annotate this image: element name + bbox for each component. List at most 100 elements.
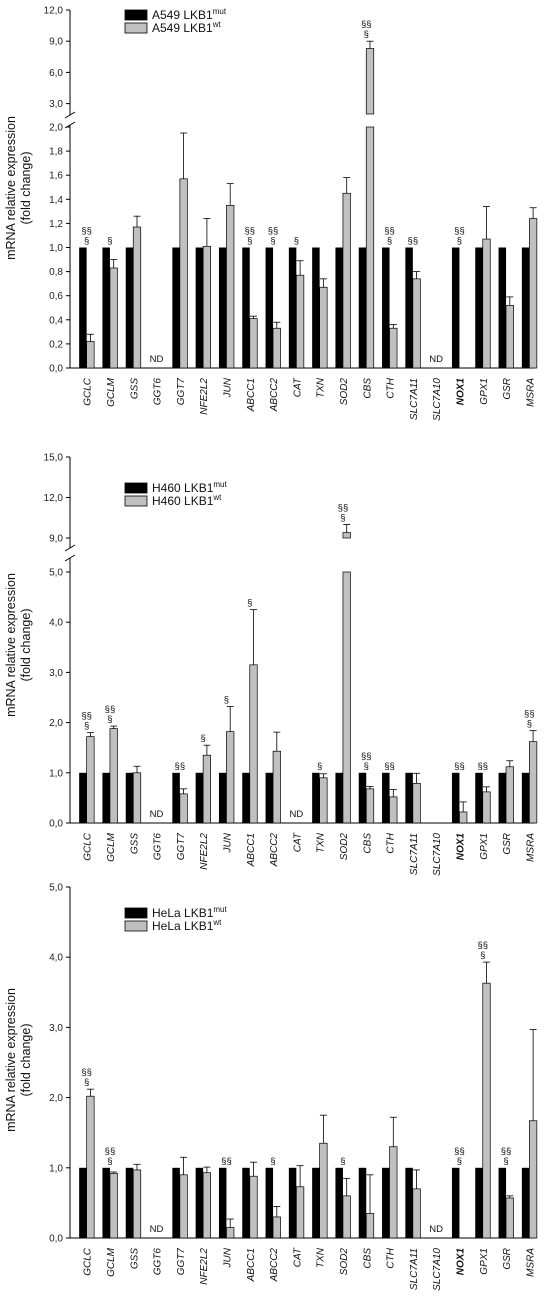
significance-marker: §: [107, 714, 112, 725]
significance-marker: §§: [408, 236, 419, 247]
significance-marker: §: [224, 695, 229, 706]
bar-wt: [132, 226, 142, 369]
bar-mut: [358, 1167, 367, 1238]
bar-wt: [482, 982, 491, 1239]
bar-mut: [405, 772, 413, 823]
legend-label: HeLa LKB1wt: [152, 918, 222, 933]
bar-wt: [86, 736, 95, 824]
category-label: ABCC2: [269, 833, 280, 868]
bar-mut: [218, 772, 227, 823]
bar-wt: [179, 793, 188, 824]
nd-label: ND: [150, 809, 164, 820]
category-label: ABCC1: [246, 1248, 257, 1282]
bar-wt: [226, 1227, 235, 1239]
significance-marker: §§: [501, 1146, 512, 1157]
category-label: NFE2L2: [199, 378, 210, 415]
significance-marker: §§: [384, 761, 395, 772]
bar-mut: [405, 247, 413, 368]
bar-wt: [342, 1195, 351, 1239]
y-tick-label: 0,0: [49, 364, 63, 375]
y-tick-label: 3,0: [49, 1023, 63, 1034]
bar-wt: [109, 1173, 118, 1239]
bar-wt: [459, 811, 468, 824]
bar-wt: [249, 664, 258, 824]
significance-marker: §§: [81, 711, 92, 722]
y-tick-label: 1,0: [49, 1163, 63, 1174]
legend-swatch: [124, 495, 148, 507]
axis-break-mark: [64, 111, 76, 119]
bar-mut: [521, 247, 530, 368]
significance-marker: §: [340, 513, 345, 524]
bar-wt: [132, 1169, 142, 1239]
y-tick-label: 2,0: [49, 123, 63, 134]
category-label: NOX1: [455, 833, 466, 861]
bar-mut: [79, 1167, 87, 1238]
y-tick-label: 5,0: [49, 883, 63, 894]
category-label: ABCC2: [269, 1248, 280, 1283]
category-label: SLC7A11: [409, 378, 420, 420]
bar-mut: [195, 772, 204, 823]
significance-marker: §: [387, 236, 392, 247]
bar-mut: [312, 247, 320, 368]
bar-mut: [265, 1167, 274, 1238]
bar-mut: [498, 247, 507, 368]
bar-wt: [202, 754, 211, 824]
category-label: SLC7A10: [432, 1248, 443, 1291]
bar-wt: [365, 1213, 375, 1239]
category-label: GPX1: [479, 378, 490, 405]
significance-marker: §: [84, 236, 89, 247]
category-label: GGT7: [176, 1248, 187, 1276]
bar-wt: [272, 1216, 281, 1239]
bar-wt: [202, 245, 211, 369]
significance-marker: §§: [175, 761, 186, 772]
bar-wt: [342, 571, 351, 824]
significance-marker: §§: [221, 1156, 232, 1167]
category-label: NFE2L2: [199, 833, 210, 870]
y-tick-label: 0,0: [49, 819, 63, 830]
category-label: GSR: [502, 833, 513, 855]
legend-sup: mut: [213, 7, 227, 16]
bar-wt: [319, 286, 328, 369]
significance-marker: §: [340, 1156, 345, 1167]
bar-mut: [498, 772, 507, 823]
significance-marker: §§: [384, 226, 395, 237]
category-label: JUN: [222, 832, 233, 853]
bar-mut: [451, 247, 460, 368]
bar-wt: [272, 750, 281, 824]
significance-marker: §§: [361, 19, 372, 30]
category-label: CBS: [362, 833, 373, 854]
significance-marker: §: [457, 236, 462, 247]
category-label: NOX1: [455, 378, 466, 406]
bar-wt: [505, 1197, 514, 1239]
bar-mut: [521, 1167, 530, 1238]
category-label: GSR: [502, 1248, 513, 1270]
bar-wt-upper: [342, 532, 351, 539]
bar-mut: [451, 772, 460, 823]
y-tick-label: 5,0: [49, 568, 63, 579]
bar-mut: [242, 247, 250, 368]
legend-label: HeLa LKB1mut: [152, 905, 228, 920]
significance-marker: §: [317, 761, 322, 772]
bar-mut: [195, 1167, 204, 1238]
bar-mut: [475, 247, 483, 368]
bar-mut: [79, 247, 87, 368]
legend-swatch: [124, 907, 148, 919]
significance-marker: §: [270, 1156, 275, 1167]
bar-wt: [296, 274, 305, 369]
y-tick-label: 15,0: [44, 453, 64, 464]
category-label: CBS: [362, 1248, 373, 1269]
y-tick-label: 12,0: [44, 6, 64, 17]
significance-marker: §: [364, 761, 369, 772]
bar-wt: [528, 1120, 538, 1239]
bar-wt: [412, 782, 421, 824]
y-axis-label: (fold change): [19, 609, 33, 682]
legend-label: H460 LKB1wt: [152, 493, 222, 508]
category-label: GGT6: [153, 378, 164, 406]
significance-marker: §§: [338, 503, 349, 514]
category-label: JUN: [222, 1247, 233, 1268]
significance-marker: §: [457, 1156, 462, 1167]
category-label: SLC7A10: [432, 378, 443, 421]
category-label: TXN: [316, 377, 327, 398]
category-label: GCLC: [83, 1247, 94, 1276]
bar-wt: [319, 777, 328, 824]
